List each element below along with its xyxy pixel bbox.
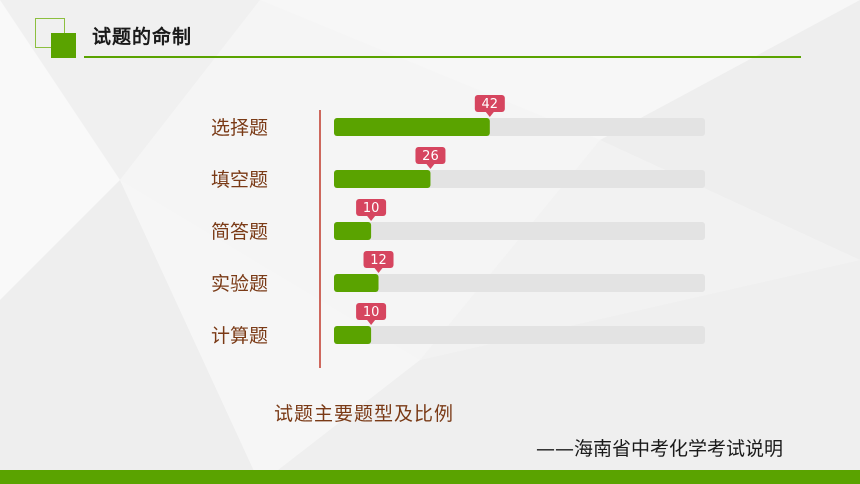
header-square-fill-icon [51, 33, 76, 58]
data-label-bubble [356, 199, 387, 216]
category-label: 实验题 [211, 273, 268, 295]
data-label-bubble [474, 95, 505, 112]
bar [334, 222, 372, 240]
bar [334, 326, 372, 344]
bar [334, 118, 490, 136]
data-label-pointer [485, 112, 494, 117]
data-label-pointer [426, 164, 435, 169]
bar-track [334, 274, 705, 292]
data-label-pointer [367, 216, 376, 221]
data-label: 42 [482, 97, 499, 112]
bar-track [334, 222, 705, 240]
data-label-bubble [363, 251, 394, 268]
data-label: 10 [363, 201, 380, 216]
page-title: 试题的命制 [92, 26, 193, 48]
data-label-pointer [367, 320, 376, 325]
data-label-pointer [374, 268, 383, 273]
header-divider [84, 56, 801, 58]
category-label: 简答题 [211, 221, 268, 243]
category-label: 选择题 [211, 117, 268, 139]
category-label: 填空题 [211, 169, 268, 191]
bar [334, 274, 379, 292]
chart-caption: 试题主要题型及比例 [274, 403, 455, 425]
bar [334, 170, 431, 188]
data-label: 10 [363, 305, 380, 320]
data-label: 12 [370, 253, 387, 268]
data-label-bubble [415, 147, 446, 164]
data-label: 26 [422, 149, 439, 164]
category-label: 计算题 [211, 325, 268, 347]
data-label-bubble [356, 303, 387, 320]
footer-bar [0, 470, 860, 484]
bar-track [334, 326, 705, 344]
source-attribution: ——海南省中考化学考试说明 [536, 438, 784, 460]
